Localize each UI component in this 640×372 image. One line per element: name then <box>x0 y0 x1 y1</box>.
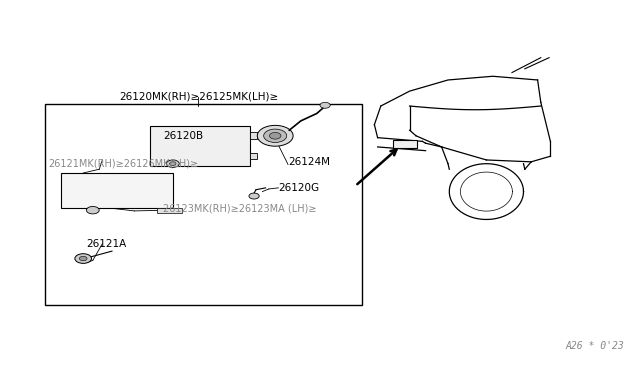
Circle shape <box>249 193 259 199</box>
Text: 26120B: 26120B <box>163 131 204 141</box>
Bar <box>393 140 417 148</box>
Text: 26120G: 26120G <box>278 183 319 193</box>
Bar <box>150 126 250 166</box>
Bar <box>61 173 173 208</box>
Text: A26 * 0'23: A26 * 0'23 <box>565 341 624 351</box>
Bar <box>250 153 257 159</box>
Text: 26120MK(RH)≥26125MK(LH)≥: 26120MK(RH)≥26125MK(LH)≥ <box>119 91 278 101</box>
Circle shape <box>86 206 99 214</box>
Text: 26123MK(RH)≥26123MA (LH)≥: 26123MK(RH)≥26123MA (LH)≥ <box>163 203 317 213</box>
Text: 26121A: 26121A <box>86 239 127 248</box>
Circle shape <box>257 125 293 146</box>
Circle shape <box>75 254 92 263</box>
Circle shape <box>170 162 176 166</box>
Bar <box>250 132 257 139</box>
Circle shape <box>79 256 87 261</box>
Bar <box>157 208 182 213</box>
Text: 26121MK(RH)≥26126MK(LH)≥: 26121MK(RH)≥26126MK(LH)≥ <box>48 159 198 169</box>
Bar <box>45 104 362 305</box>
Text: 26124M: 26124M <box>288 157 330 167</box>
Circle shape <box>269 132 281 139</box>
Circle shape <box>264 129 287 142</box>
Circle shape <box>320 102 330 108</box>
Circle shape <box>166 160 179 167</box>
